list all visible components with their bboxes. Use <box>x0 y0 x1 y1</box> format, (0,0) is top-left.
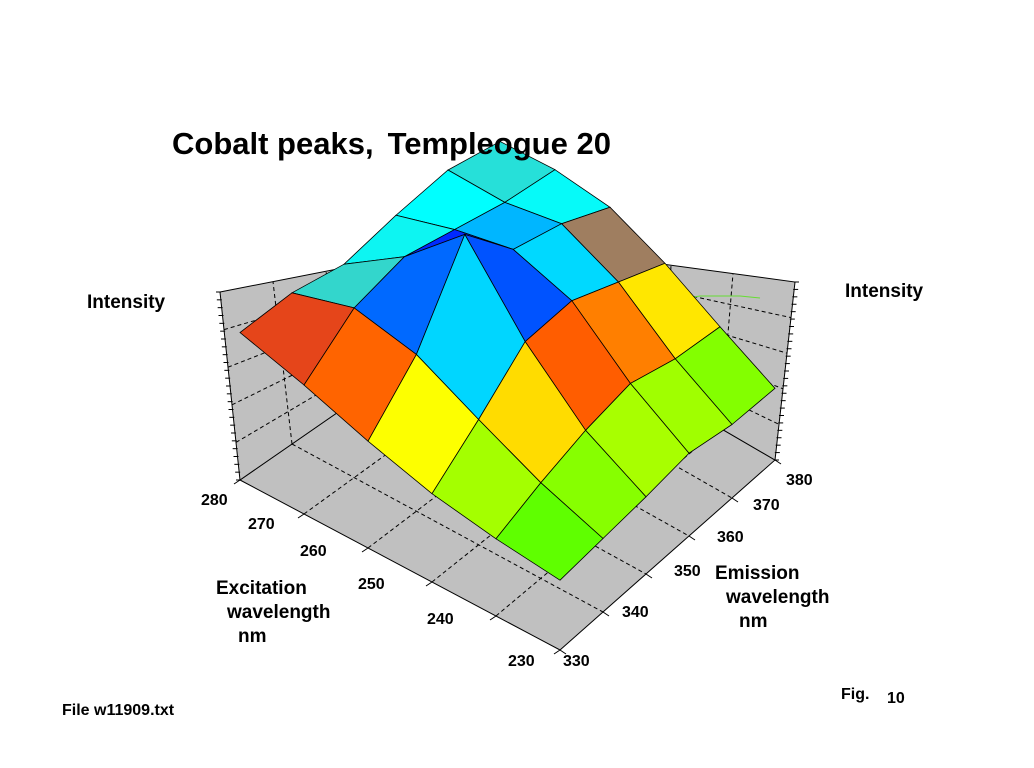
tick-mark <box>602 611 610 617</box>
figure-label: Fig. <box>841 686 870 703</box>
x-tick-label: 280 <box>201 492 228 509</box>
x-tick-label: 250 <box>358 576 385 593</box>
y-tick-label: 350 <box>674 563 701 580</box>
x-tick-label: 270 <box>248 516 275 533</box>
y-tick-label: 360 <box>717 529 744 546</box>
z-axis-label-left: Intensity <box>87 292 166 313</box>
chart-title: Cobalt peaks, Templeogue 20 <box>172 126 611 161</box>
x-axis-label-line1: Excitation <box>216 578 307 599</box>
x-tick-label: 240 <box>427 611 454 628</box>
surface-cell <box>495 482 604 581</box>
grid-line <box>291 443 604 613</box>
y-axis-label-line1: Emission <box>715 563 800 584</box>
y-tick-label: 370 <box>753 497 780 514</box>
y-axis-label-line3: nm <box>739 611 768 632</box>
figure-number: 10 <box>887 690 905 707</box>
x-tick-label: 230 <box>508 653 535 670</box>
file-label: File w11909.txt <box>62 702 175 719</box>
tick-mark <box>361 547 369 553</box>
y-tick-label: 340 <box>622 604 649 621</box>
axis-ticks <box>216 281 799 655</box>
tick-mark <box>553 649 561 655</box>
x-axis-label-line3: nm <box>238 626 267 647</box>
tick-mark <box>297 513 305 519</box>
tick-mark <box>774 459 782 465</box>
tick-mark <box>233 479 241 485</box>
tick-mark <box>559 649 567 655</box>
y-tick-label: 330 <box>563 653 590 670</box>
y-axis-label-line2: wavelength <box>726 587 830 608</box>
tick-mark <box>688 535 696 541</box>
surface-mesh <box>239 140 776 581</box>
x-tick-label: 260 <box>300 543 327 560</box>
z-axis-label-right: Intensity <box>845 281 924 302</box>
x-axis-label-line2: wavelength <box>227 602 331 623</box>
tick-mark <box>645 573 653 579</box>
y-tick-label: 380 <box>786 472 813 489</box>
tick-mark <box>731 497 739 503</box>
tick-mark <box>489 615 497 621</box>
tick-mark <box>425 581 433 587</box>
